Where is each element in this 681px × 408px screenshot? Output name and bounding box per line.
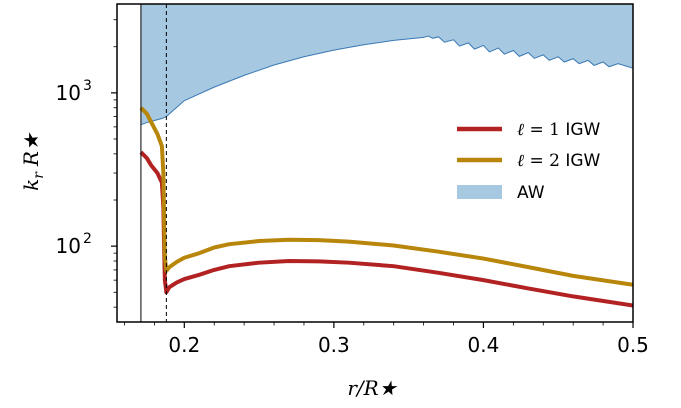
y-tick-label: 10: [56, 234, 81, 258]
x-tick-label: 0.4: [468, 333, 500, 357]
aw-fill: [140, 4, 633, 125]
legend: ℓ = 1 IGW ℓ = 2 IGW AW: [457, 120, 601, 203]
x-axis-label: r/R★: [347, 376, 397, 400]
legend-label-aw: AW: [517, 183, 545, 203]
x-tick-label: 0.5: [617, 333, 649, 357]
legend-swatch-aw: [457, 185, 502, 199]
plot-area: [139, 4, 633, 308]
x-axis: 0.2 0.3 0.4 0.5: [124, 322, 649, 357]
x-tick-label: 0.3: [318, 333, 350, 357]
legend-ell-l2: ℓ: [517, 151, 524, 171]
legend-eq-l2: = 2: [524, 151, 560, 171]
y-tick-label: 10: [56, 81, 81, 105]
y-axis-label-main: k: [19, 179, 43, 191]
y-tick-exponent: 3: [83, 78, 92, 94]
legend-label-l1: ℓ = 1 IGW: [517, 120, 601, 140]
legend-label-l2: ℓ = 2 IGW: [517, 151, 601, 171]
y-axis-label: kr R★: [19, 132, 47, 191]
series-line-l1: [139, 150, 633, 308]
y-axis-label-sub: r: [31, 171, 47, 179]
x-tick-label: 0.2: [168, 333, 200, 357]
legend-suffix-l1: IGW: [560, 120, 601, 140]
vertical-markers: [140, 4, 167, 322]
aw-boundary-line: [140, 35, 633, 126]
legend-ell-l1: ℓ: [517, 120, 524, 140]
legend-suffix-l2: IGW: [560, 151, 601, 171]
plot-frame: [116, 3, 634, 323]
series-line-l2: [139, 106, 633, 287]
y-tick-exponent: 2: [83, 231, 92, 247]
y-axis-label-star: R★: [19, 132, 43, 167]
legend-eq-l1: = 1: [524, 120, 560, 140]
